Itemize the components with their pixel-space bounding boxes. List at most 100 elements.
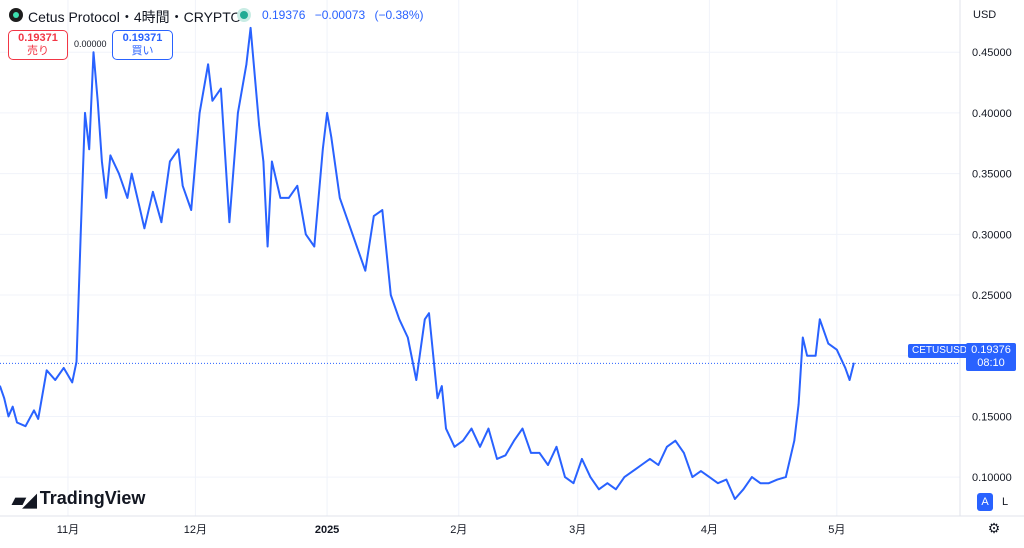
quote-values: 0.19376 −0.00073 (−0.38%) [262, 8, 430, 22]
price-point [555, 446, 558, 448]
price-point [3, 397, 5, 400]
price-point [479, 446, 481, 448]
price-point [398, 318, 401, 321]
price-point [606, 482, 609, 485]
price-point [75, 361, 78, 363]
price-point [245, 63, 248, 66]
y-tick-label: 0.35000 [972, 169, 1012, 181]
price-point [177, 148, 180, 151]
price-point [487, 427, 490, 430]
currency-selector[interactable]: USD [973, 9, 997, 21]
price-point [806, 354, 808, 357]
price-point [258, 124, 260, 126]
y-tick-label: 0.45000 [972, 47, 1012, 59]
spread-value: 0.00000 [74, 39, 107, 49]
price-point [96, 100, 99, 102]
price-point [169, 160, 171, 163]
buy-label: 買い [131, 45, 154, 57]
price-line [0, 26, 855, 500]
price-point [130, 172, 133, 175]
price-point [330, 136, 333, 138]
price-point [657, 464, 660, 466]
price-point [589, 476, 592, 478]
sell-button[interactable]: 0.19371 売り [8, 30, 68, 60]
price-point [776, 478, 779, 481]
price-point [683, 452, 685, 454]
price-point [708, 476, 711, 478]
sell-label: 売り [27, 45, 49, 57]
price-point [33, 409, 35, 412]
price-point [11, 405, 14, 408]
price-point [79, 233, 82, 236]
price-point [742, 488, 745, 491]
y-tick-label: 0.25000 [972, 290, 1012, 302]
price-point [220, 87, 222, 90]
price-point [436, 397, 439, 400]
y-tick-label: 0.40000 [972, 108, 1012, 120]
price-point [211, 100, 214, 102]
price-point [640, 464, 643, 466]
y-tick-label: 0.10000 [972, 472, 1012, 484]
price-point [513, 439, 515, 442]
price-point [496, 458, 498, 460]
price-point [190, 209, 192, 211]
cetus-logo-icon[interactable] [9, 8, 23, 22]
price-point [266, 245, 269, 248]
price-point [305, 233, 307, 236]
price-point [564, 476, 566, 478]
price-point [768, 482, 770, 485]
price-point [249, 27, 252, 29]
price-point [181, 185, 184, 187]
price-point [7, 415, 10, 418]
price-point [118, 172, 120, 175]
price-point [381, 209, 384, 211]
price-point [462, 439, 464, 442]
price-point [296, 185, 299, 187]
series-layer [0, 26, 855, 500]
price-point [538, 452, 541, 454]
price-point [24, 425, 27, 428]
price-point [441, 385, 443, 387]
price-point [836, 348, 838, 351]
last-price-tag-value: 0.19376 [971, 344, 1011, 356]
price-point [725, 478, 728, 481]
tradingview-watermark[interactable]: ▰◢ TradingView [12, 488, 145, 511]
price-point [160, 221, 163, 223]
price-point [649, 458, 651, 460]
log-scale-button[interactable]: L [1001, 496, 1009, 508]
price-point [572, 482, 575, 485]
price-point [428, 312, 430, 315]
market-status-icon[interactable] [240, 11, 248, 19]
price-point [415, 379, 418, 381]
price-point [126, 197, 129, 199]
price-point [37, 418, 39, 420]
price-point [827, 342, 830, 345]
symbol-price-label: CETUSUSD [908, 344, 972, 358]
price-point [198, 112, 201, 114]
watermark-text: TradingView [39, 488, 146, 508]
y-tick-label: 0.15000 [972, 411, 1012, 423]
price-point [751, 476, 753, 478]
price-point [84, 112, 86, 114]
price-point [390, 294, 392, 296]
buy-button[interactable]: 0.19371 買い [112, 30, 173, 60]
symbol-title[interactable]: Cetus Protocol・4時間・CRYPTO [28, 9, 242, 25]
price-point [109, 154, 112, 157]
price-point [62, 367, 65, 369]
price-point [785, 476, 787, 478]
auto-scale-button[interactable]: A [977, 493, 993, 511]
price-point [92, 51, 95, 53]
price-point [228, 221, 231, 223]
price-point [373, 215, 375, 217]
change-value: −0.00073 [314, 8, 366, 22]
price-point [615, 488, 617, 491]
settings-gear-icon[interactable]: ⚙ [987, 520, 1001, 536]
chart-grid [0, 0, 960, 516]
price-point [356, 245, 358, 248]
x-tick-label: 4月 [701, 524, 718, 536]
price-point [105, 197, 107, 199]
price-point [139, 209, 141, 211]
price-point [101, 160, 103, 163]
price-point [802, 336, 804, 339]
